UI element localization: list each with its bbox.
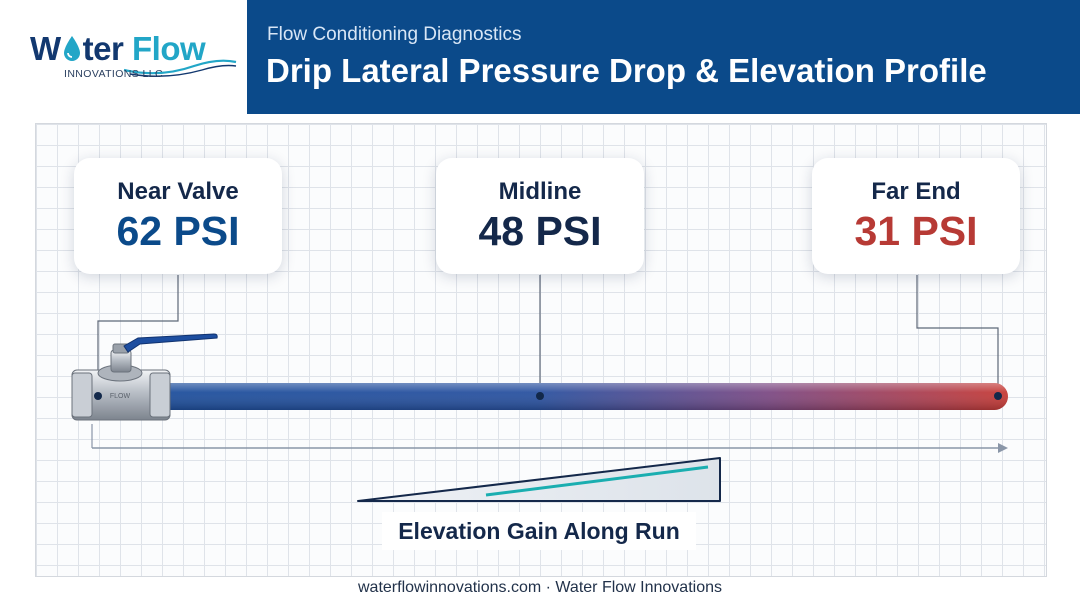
near-valve-pressure: 62 PSI [116, 208, 240, 254]
wave-swoosh-icon [123, 59, 237, 77]
valve-marking: FLOW [110, 393, 131, 400]
run-direction-arrow [91, 424, 1008, 453]
far-end-card: Far End 31 PSI [812, 158, 1020, 274]
far-end-point [994, 392, 1002, 400]
elevation-wedge [357, 457, 721, 502]
title-band: Flow Conditioning Diagnostics Drip Later… [247, 0, 1080, 114]
water-drop-icon [63, 36, 80, 61]
near-valve-label: Near Valve [117, 178, 239, 205]
elevation-slope-line [485, 465, 709, 497]
drip-lateral-pipe [150, 383, 1008, 410]
midline-pressure: 48 PSI [478, 208, 602, 254]
far-end-label: Far End [871, 178, 961, 205]
elevation-label: Elevation Gain Along Run [382, 512, 696, 550]
near-valve-point [94, 392, 102, 400]
footer-text[interactable]: waterflowinnovations.com · Water Flow In… [358, 579, 722, 596]
header: W ter Flow INNOVATIONS LLC Flow Conditio… [0, 0, 1080, 114]
page-title: Drip Lateral Pressure Drop & Elevation P… [266, 52, 987, 89]
logo[interactable]: W ter Flow INNOVATIONS LLC [0, 0, 246, 114]
midline-label: Midline [498, 178, 582, 205]
near-valve-leader-line [97, 275, 179, 396]
far-end-pressure: 31 PSI [854, 208, 978, 254]
near-valve-card: Near Valve 62 PSI [74, 158, 282, 274]
far-end-leader-line [916, 275, 999, 396]
logo-subtitle: INNOVATIONS LLC [64, 68, 163, 80]
midline-card: Midline 48 PSI [436, 158, 644, 274]
page-subtitle: Flow Conditioning Diagnostics [267, 24, 522, 45]
ball-valve: FLOW [71, 333, 218, 421]
valve-handle [123, 333, 218, 353]
midline-point [536, 392, 544, 400]
logo-wordmark: W ter Flow [30, 30, 206, 67]
